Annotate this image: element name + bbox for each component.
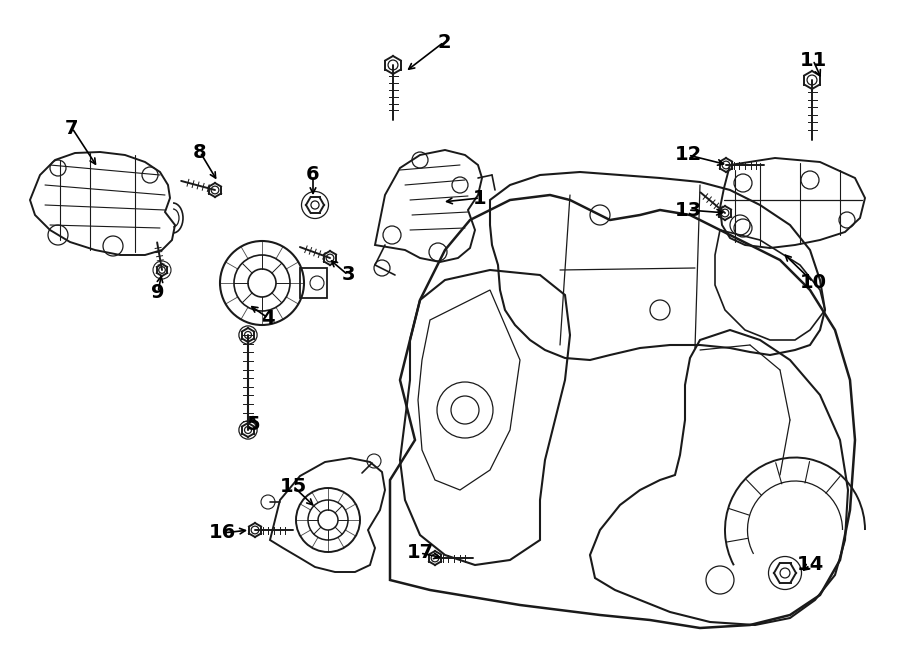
Text: 12: 12 [674,146,702,164]
Text: 7: 7 [65,118,79,138]
Text: 4: 4 [261,308,274,328]
Text: 13: 13 [674,201,702,220]
Text: 5: 5 [247,416,260,434]
Text: 11: 11 [799,50,826,70]
Text: 15: 15 [279,477,307,495]
Text: 3: 3 [341,265,355,285]
Text: 10: 10 [799,273,826,291]
Text: 14: 14 [796,555,824,575]
Text: 1: 1 [473,189,487,207]
Text: 9: 9 [151,283,165,301]
Text: 2: 2 [437,32,451,52]
Text: 6: 6 [306,166,319,185]
Text: 16: 16 [209,524,236,542]
Text: 17: 17 [407,544,434,563]
Text: 8: 8 [194,142,207,162]
